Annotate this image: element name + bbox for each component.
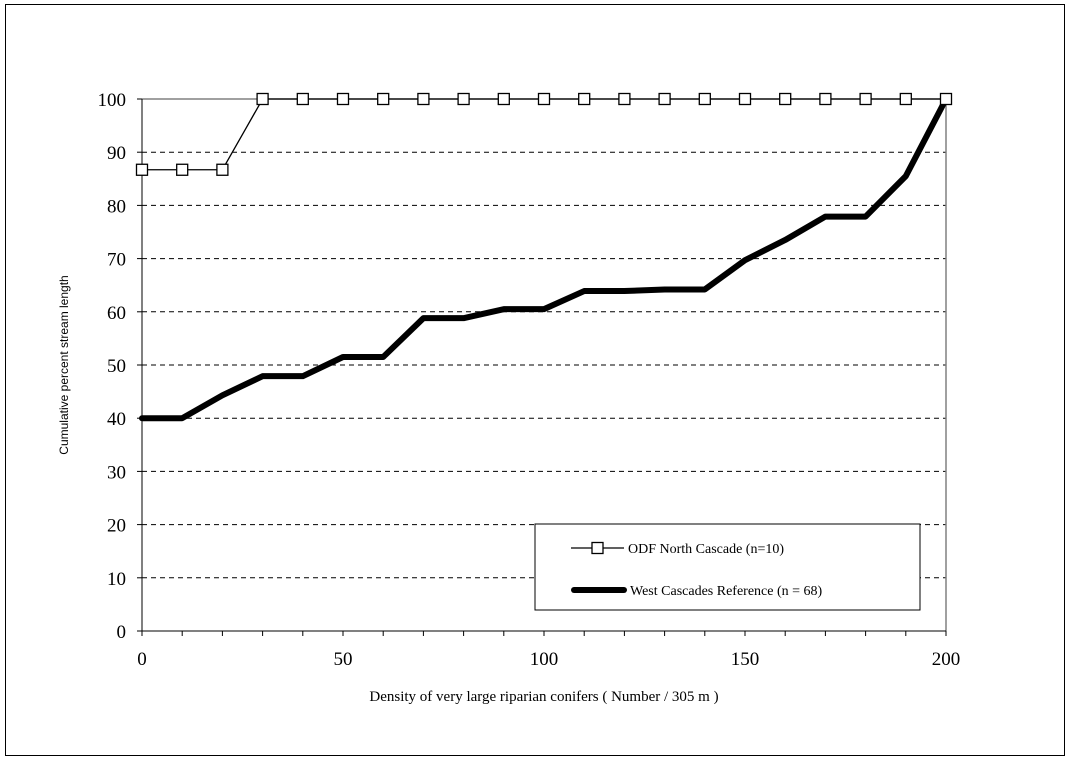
data-point-odf-north-cascade <box>417 92 430 106</box>
data-point-odf-north-cascade <box>899 92 912 106</box>
legend-box <box>534 523 921 611</box>
y-tick-label: 70 <box>107 250 126 271</box>
y-tick-label: 80 <box>107 196 126 217</box>
data-point-odf-north-cascade <box>578 92 591 106</box>
legend-label-odf-north-cascade: ODF North Cascade (n=10) <box>628 542 784 557</box>
series-layer <box>135 92 953 422</box>
data-point-odf-north-cascade <box>497 92 510 106</box>
data-point-odf-north-cascade <box>216 163 229 176</box>
y-tick-label: 10 <box>107 569 126 590</box>
series-line-odf-north-cascade <box>142 98 946 171</box>
y-tick-label: 60 <box>107 303 126 324</box>
legend: ODF North Cascade (n=10) West Cascades R… <box>534 523 921 611</box>
x-axis-title: Density of very large riparian conifers … <box>369 689 718 705</box>
data-point-odf-north-cascade <box>296 92 309 106</box>
data-point-odf-north-cascade <box>618 92 631 106</box>
y-tick-label: 20 <box>107 516 126 537</box>
data-point-odf-north-cascade <box>658 92 671 106</box>
data-point-odf-north-cascade <box>738 92 752 106</box>
data-point-odf-north-cascade <box>859 92 872 106</box>
data-point-odf-north-cascade <box>698 92 711 106</box>
x-tick-label: 50 <box>334 649 353 670</box>
data-point-odf-north-cascade <box>176 163 189 176</box>
data-point-odf-north-cascade <box>377 92 390 106</box>
y-tick-label: 30 <box>107 462 126 483</box>
x-tick-label: 0 <box>137 649 147 670</box>
legend-marker-odf-north-cascade <box>591 541 604 555</box>
data-point-odf-north-cascade <box>256 92 269 106</box>
y-tick-label: 90 <box>107 143 126 164</box>
y-axis-title: Cumulative percent stream length <box>57 275 71 454</box>
x-tick-label: 200 <box>932 649 961 670</box>
y-tick-label: 0 <box>117 622 127 643</box>
data-point-odf-north-cascade <box>939 92 953 106</box>
series-line-west-cascades-reference <box>139 96 949 422</box>
y-tick-label: 40 <box>107 409 126 430</box>
y-tick-label: 50 <box>107 356 126 377</box>
data-point-odf-north-cascade <box>135 163 149 176</box>
data-point-odf-north-cascade <box>457 92 470 106</box>
x-tick-label: 150 <box>731 649 760 670</box>
data-point-odf-north-cascade <box>537 92 551 106</box>
tick-labels: 0 10 20 30 40 50 60 70 80 90 100 0 50 100 150 200 <box>98 90 961 670</box>
legend-label-west-cascades-reference: West Cascades Reference (n = 68) <box>630 584 823 599</box>
data-point-odf-north-cascade <box>336 92 350 106</box>
y-tick-label: 100 <box>98 90 127 111</box>
data-point-odf-north-cascade <box>819 92 832 106</box>
x-tick-label: 100 <box>530 649 559 670</box>
data-point-odf-north-cascade <box>779 92 792 106</box>
